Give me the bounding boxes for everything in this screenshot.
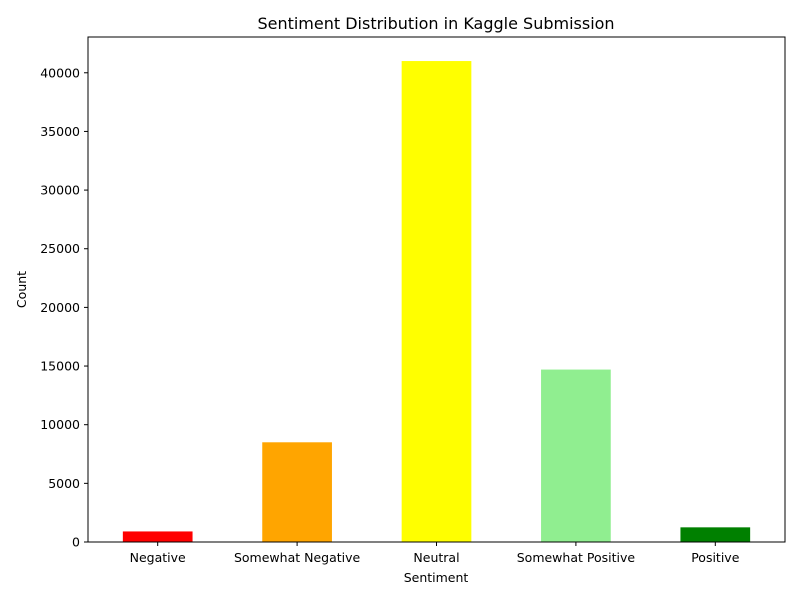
- x-axis-ticks: Negative Somewhat Negative Neutral Somewhat…: [130, 542, 740, 565]
- y-tick-label: 20000: [40, 300, 80, 315]
- y-axis-label: Count: [14, 271, 29, 308]
- plot-frame: [87, 36, 786, 543]
- x-tick-label: Negative: [130, 550, 186, 565]
- bar-neutral: [401, 61, 472, 543]
- bar-positive: [680, 527, 751, 542]
- y-tick-label: 30000: [40, 183, 80, 198]
- x-tick-label: Somewhat Negative: [234, 550, 361, 565]
- x-tick-label: Somewhat Positive: [517, 550, 636, 565]
- y-tick-label: 25000: [40, 241, 80, 256]
- x-axis-label: Sentiment: [404, 570, 469, 585]
- y-tick-label: 10000: [40, 417, 80, 432]
- y-tick-label: 35000: [40, 124, 80, 139]
- x-tick-label: Positive: [691, 550, 739, 565]
- x-tick-label: Neutral: [413, 550, 459, 565]
- y-tick-label: 15000: [40, 359, 80, 374]
- bars-group: [122, 61, 751, 543]
- y-axis-ticks: 0 5000 10000 15000 20000 25000 30000 35000 40000: [40, 65, 88, 550]
- y-tick-label: 40000: [40, 65, 80, 80]
- y-tick-label: 0: [72, 535, 80, 550]
- bar-somewhat-positive: [541, 369, 611, 542]
- y-tick-label: 5000: [48, 476, 80, 491]
- chart-title: Sentiment Distribution in Kaggle Submiss…: [257, 14, 614, 33]
- bar-somewhat-negative: [262, 442, 332, 542]
- bar-negative: [122, 531, 193, 542]
